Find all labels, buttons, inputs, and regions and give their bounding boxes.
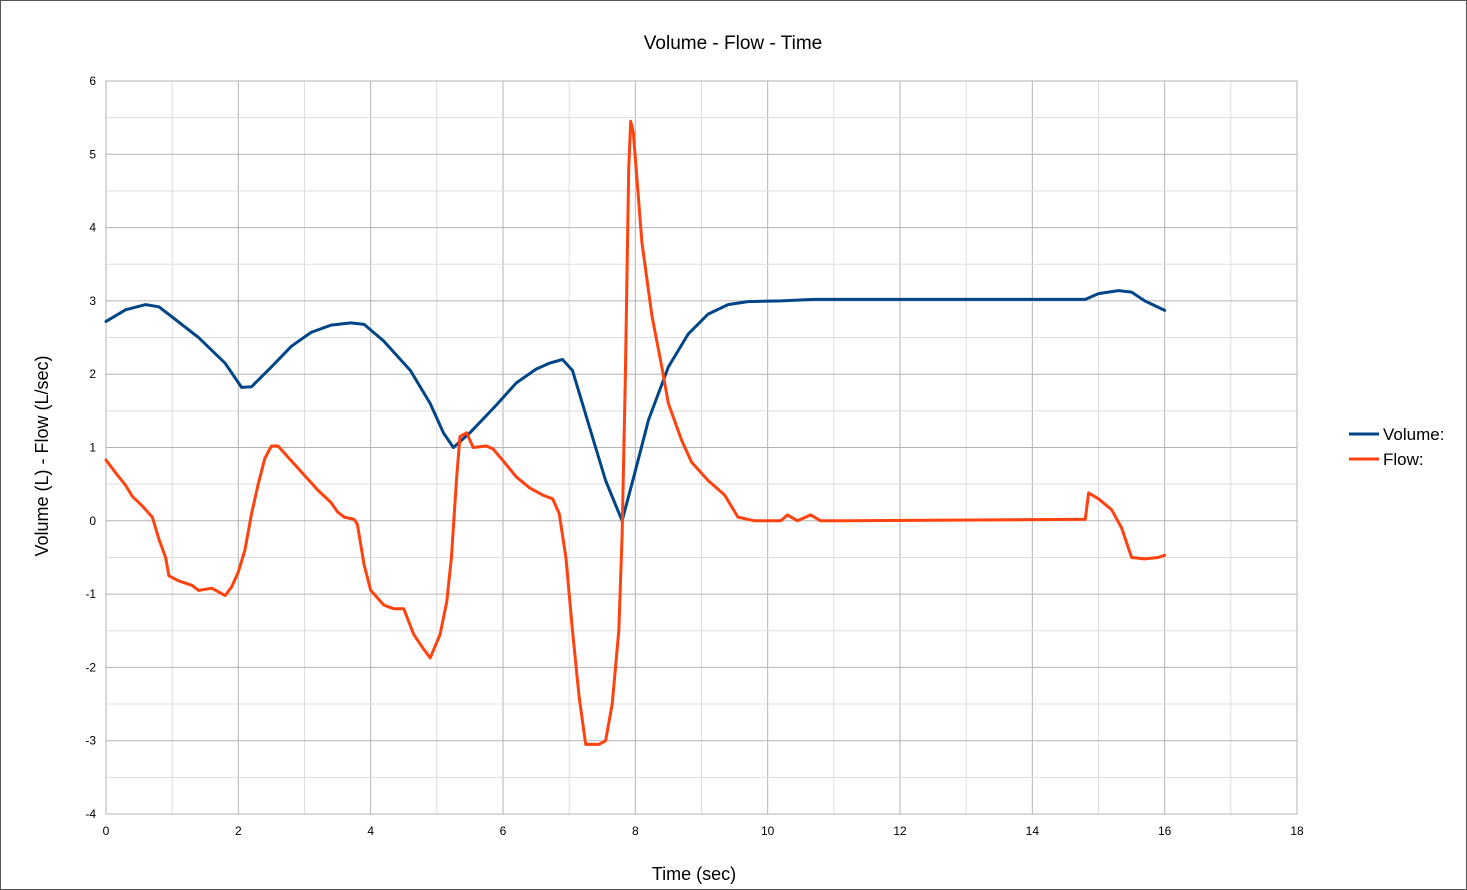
chart-title: Volume - Flow - Time [644,33,822,54]
y-tick-label: -1 [85,587,96,601]
legend: Volume: Flow: [1349,425,1444,469]
plot-area [105,80,1298,815]
x-tick-label: 6 [500,824,507,838]
x-tick-label: 16 [1158,824,1172,838]
y-tick-label: -3 [85,734,96,748]
x-tick-label: 0 [103,824,110,838]
y-tick-label: 5 [89,147,96,161]
x-tick-label: 14 [1026,824,1040,838]
legend-label-volume: Volume: [1383,425,1444,444]
series-lines [104,119,1167,746]
y-tick-label: -2 [85,660,96,674]
y-tick-label: 0 [89,514,96,528]
x-tick-label: 18 [1290,824,1304,838]
y-tick-label: -4 [85,807,96,821]
legend-label-flow: Flow: [1383,450,1424,469]
y-tick-label: 1 [89,441,96,455]
x-tick-label: 2 [235,824,242,838]
x-tick-label: 10 [761,824,775,838]
y-axis-label: Volume (L) - Flow (L/sec) [32,355,52,556]
y-tick-label: 6 [89,74,96,88]
x-tick-label: 8 [632,824,639,838]
series-line-volume [104,289,1167,523]
y-tick-label: 2 [89,367,96,381]
x-tick-label: 4 [367,824,374,838]
grid [105,80,1298,815]
x-tick-label: 12 [893,824,907,838]
x-axis-label: Time (sec) [652,864,736,884]
y-tick-label: 3 [89,294,96,308]
series-line-flow [104,119,1167,746]
y-tick-label: 4 [89,221,96,235]
